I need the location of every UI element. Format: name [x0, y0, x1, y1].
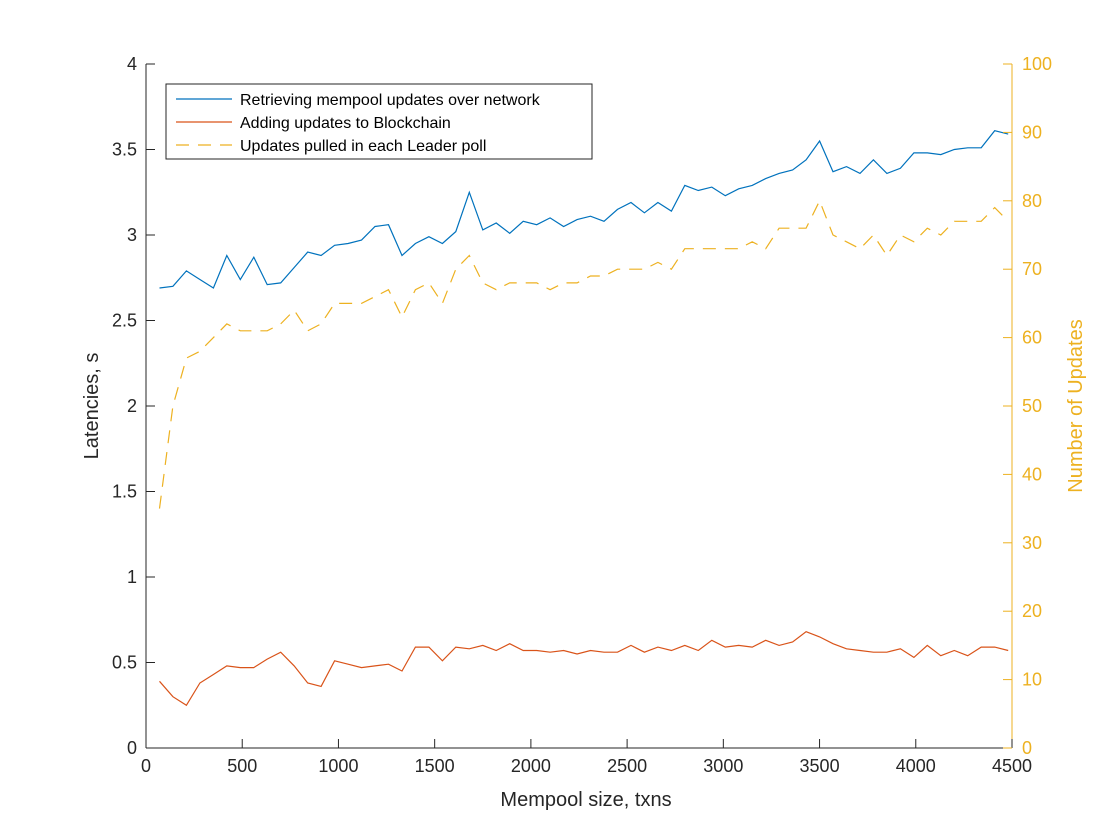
series-layer — [158, 130, 1009, 707]
x-axis-title: Mempool size, txns — [500, 789, 671, 811]
x-tick-label: 0 — [141, 756, 151, 776]
series-line-1 — [159, 130, 1009, 289]
y-left-tick-label: 1 — [127, 567, 137, 587]
y-left-tick-label: 0.5 — [112, 653, 137, 673]
x-tick-label: 2500 — [607, 756, 647, 776]
y-right-tick-label: 30 — [1022, 533, 1042, 553]
x-tick-label: 3500 — [800, 756, 840, 776]
x-tick-label: 3000 — [703, 756, 743, 776]
y-left-tick-label: 4 — [127, 54, 137, 74]
legend-label-1: Retrieving mempool updates over network — [240, 92, 541, 109]
series-line-2 — [159, 631, 1009, 707]
y-right-tick-label: 10 — [1022, 670, 1042, 690]
y-right-tick-label: 70 — [1022, 259, 1042, 279]
x-tick-label: 4500 — [992, 756, 1032, 776]
y-right-tick-label: 60 — [1022, 328, 1042, 348]
legend-box — [165, 83, 593, 160]
y-left-tick-label: 0 — [127, 738, 137, 758]
axes-layer: 0 500 1000 1500 2000 2500 3000 3500 4000 450000.5… — [112, 54, 1052, 776]
y-right-tick-label: 80 — [1022, 191, 1042, 211]
legend-label-2: Adding updates to Blockchain — [240, 115, 451, 132]
y-axis-right-title: Number of Updates — [1065, 319, 1087, 492]
y-left-tick-label: 1.5 — [112, 482, 137, 502]
legend-label-3: Updates pulled in each Leader poll — [240, 138, 486, 155]
x-tick-label: 1000 — [318, 756, 358, 776]
y-axis-left-title: Latencies, s — [81, 353, 103, 460]
y-left-tick-label: 3.5 — [112, 140, 137, 160]
y-left-tick-label: 2.5 — [112, 311, 137, 331]
y-right-tick-label: 100 — [1022, 54, 1052, 74]
y-right-tick-label: 20 — [1022, 601, 1042, 621]
y-right-tick-label: 0 — [1022, 738, 1032, 758]
x-tick-label: 500 — [227, 756, 257, 776]
series-line-3 — [158, 199, 1009, 509]
y-left-tick-label: 2 — [127, 396, 137, 416]
y-right-tick-label: 40 — [1022, 464, 1042, 484]
y-right-tick-label: 90 — [1022, 122, 1042, 142]
x-tick-label: 2000 — [511, 756, 551, 776]
y-right-tick-label: 50 — [1022, 396, 1042, 416]
y-left-tick-label: 3 — [127, 225, 137, 245]
x-tick-label: 1500 — [415, 756, 455, 776]
x-tick-label: 4000 — [896, 756, 936, 776]
legend: Retrieving mempool updates over network A… — [165, 83, 593, 160]
